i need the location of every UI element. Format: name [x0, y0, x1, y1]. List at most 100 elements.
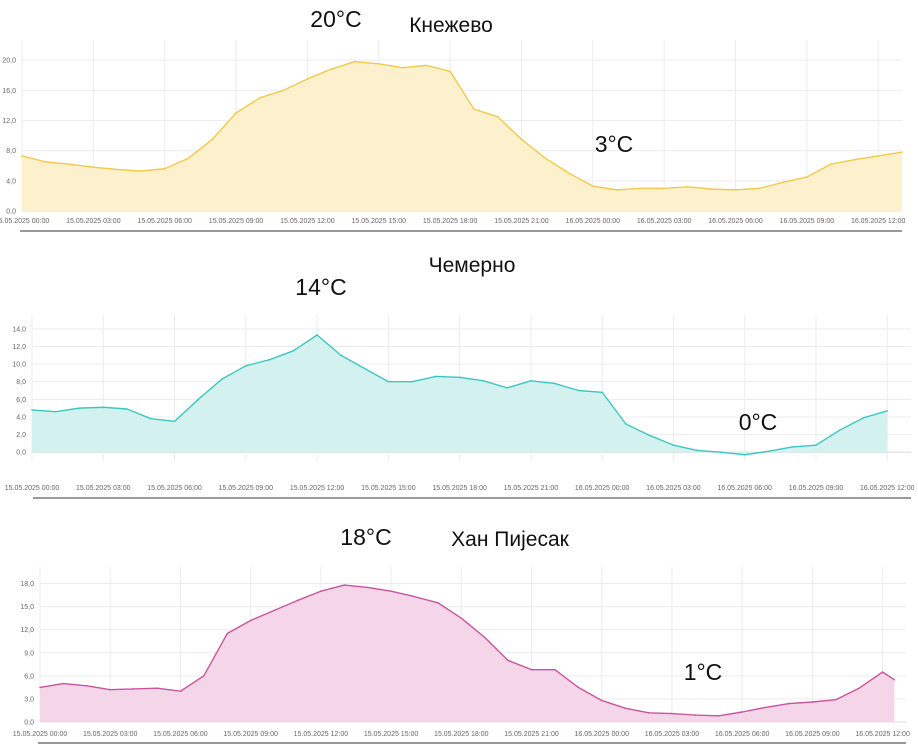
- x-tick-label: 15.05.2025 03:00: [83, 731, 138, 738]
- data-point: [600, 699, 603, 702]
- data-point: [449, 70, 451, 73]
- chart-title: Чемерно: [428, 254, 516, 277]
- chart-svg: 15.05.2025 00:00 15.05.2025 03:00 15.05.20…: [0, 6, 906, 232]
- data-point: [853, 158, 856, 161]
- y-tick-label: 14,0: [12, 326, 26, 333]
- y-tick-label: 6,0: [16, 397, 26, 404]
- data-point: [544, 157, 547, 159]
- data-point: [109, 688, 112, 691]
- data-point: [411, 380, 413, 383]
- x-tick-label: 15.05.2025 00:00: [13, 731, 68, 738]
- data-point: [68, 163, 71, 166]
- x-tick-label: 15.05.2025 12:00: [280, 218, 335, 225]
- data-point: [893, 678, 896, 681]
- data-point: [340, 354, 342, 357]
- data-point: [387, 380, 390, 383]
- chart-svg: 15.05.2025 00:00 15.05.2025 03:00 15.05.20…: [13, 524, 910, 744]
- x-tick-label: 16.05.2025 12:00: [855, 731, 910, 738]
- data-point: [720, 451, 722, 453]
- data-point: [163, 167, 166, 170]
- data-point: [54, 410, 57, 413]
- x-tick-label: 16.05.2025 12:00: [851, 218, 906, 225]
- x-tick-label: 15.05.2025 12:00: [290, 485, 345, 492]
- data-point: [296, 599, 299, 602]
- data-point: [62, 682, 65, 685]
- data-point: [413, 595, 416, 598]
- x-tick-label: 15.05.2025 06:00: [153, 731, 208, 738]
- data-point: [425, 64, 428, 67]
- x-tick-label: 15.05.2025 03:00: [76, 485, 131, 492]
- data-point: [187, 157, 190, 159]
- data-point: [881, 671, 884, 673]
- data-point: [437, 601, 439, 604]
- data-point: [811, 701, 814, 703]
- y-tick-label: 3,0: [24, 696, 34, 703]
- data-point: [86, 685, 88, 687]
- area-fill: [22, 61, 902, 211]
- x-tick-label: 15.05.2025 21:00: [494, 218, 549, 225]
- x-tick-label: 15.05.2025 18:00: [432, 485, 487, 492]
- data-point: [116, 168, 118, 171]
- x-tick-label: 15.05.2025 09:00: [223, 731, 278, 738]
- data-point: [221, 378, 223, 380]
- data-point: [886, 409, 889, 412]
- data-point: [496, 115, 499, 118]
- data-point: [211, 138, 214, 141]
- data-point: [366, 586, 369, 589]
- y-tick-label: 12,0: [12, 344, 26, 351]
- x-tick-label: 15.05.2025 15:00: [364, 731, 419, 738]
- data-point: [460, 617, 463, 619]
- temperature-callout: 14°C: [295, 274, 346, 300]
- y-tick-label: 8,0: [16, 379, 26, 386]
- temperature-callout: 1°C: [684, 659, 723, 685]
- data-point: [401, 66, 404, 69]
- x-tick-label: 16.05.2025 09:00: [789, 485, 844, 492]
- y-tick-label: 15,0: [20, 604, 34, 611]
- data-point: [710, 188, 713, 190]
- x-tick-label: 15.05.2025 12:00: [294, 731, 349, 738]
- x-tick-label: 15.05.2025 03:00: [66, 218, 121, 225]
- y-tick-label: 0,0: [16, 450, 26, 457]
- data-point: [363, 367, 366, 370]
- data-point: [330, 68, 332, 70]
- data-point: [292, 350, 295, 352]
- data-point: [764, 706, 767, 709]
- y-tick-label: 4,0: [6, 178, 16, 185]
- x-tick-label: 15.05.2025 00:00: [0, 218, 49, 225]
- y-tick-label: 8,0: [6, 148, 16, 155]
- data-point: [791, 446, 794, 448]
- data-point: [639, 187, 642, 190]
- data-point: [734, 189, 737, 191]
- data-point: [806, 176, 808, 178]
- data-point: [132, 688, 135, 690]
- data-point: [767, 450, 770, 453]
- data-point: [39, 686, 41, 689]
- data-point: [92, 166, 95, 169]
- data-point: [506, 387, 508, 389]
- data-point: [717, 715, 720, 717]
- x-tick-label: 15.05.2025 06:00: [137, 218, 192, 225]
- temperature-callout: 3°C: [595, 131, 634, 157]
- data-point: [554, 668, 556, 671]
- y-tick-label: 18,0: [20, 581, 34, 588]
- data-point: [140, 170, 142, 172]
- data-point: [782, 181, 784, 184]
- data-point: [259, 97, 261, 99]
- data-point: [343, 584, 346, 586]
- data-point: [624, 707, 626, 709]
- x-tick-label: 15.05.2025 21:00: [504, 731, 559, 738]
- x-tick-label: 16.05.2025 09:00: [780, 218, 835, 225]
- x-tick-label: 15.05.2025 09:00: [219, 485, 274, 492]
- x-tick-label: 16.05.2025 09:00: [785, 731, 840, 738]
- data-point: [615, 189, 618, 191]
- data-point: [482, 380, 485, 382]
- series-line: [21, 60, 903, 191]
- data-point: [21, 155, 23, 157]
- x-tick-label: 16.05.2025 00:00: [574, 731, 629, 738]
- data-point: [320, 590, 322, 593]
- data-point: [149, 417, 152, 420]
- data-point: [197, 398, 200, 401]
- data-point: [473, 108, 475, 110]
- x-tick-label: 16.05.2025 06:00: [715, 731, 770, 738]
- data-point: [44, 161, 47, 163]
